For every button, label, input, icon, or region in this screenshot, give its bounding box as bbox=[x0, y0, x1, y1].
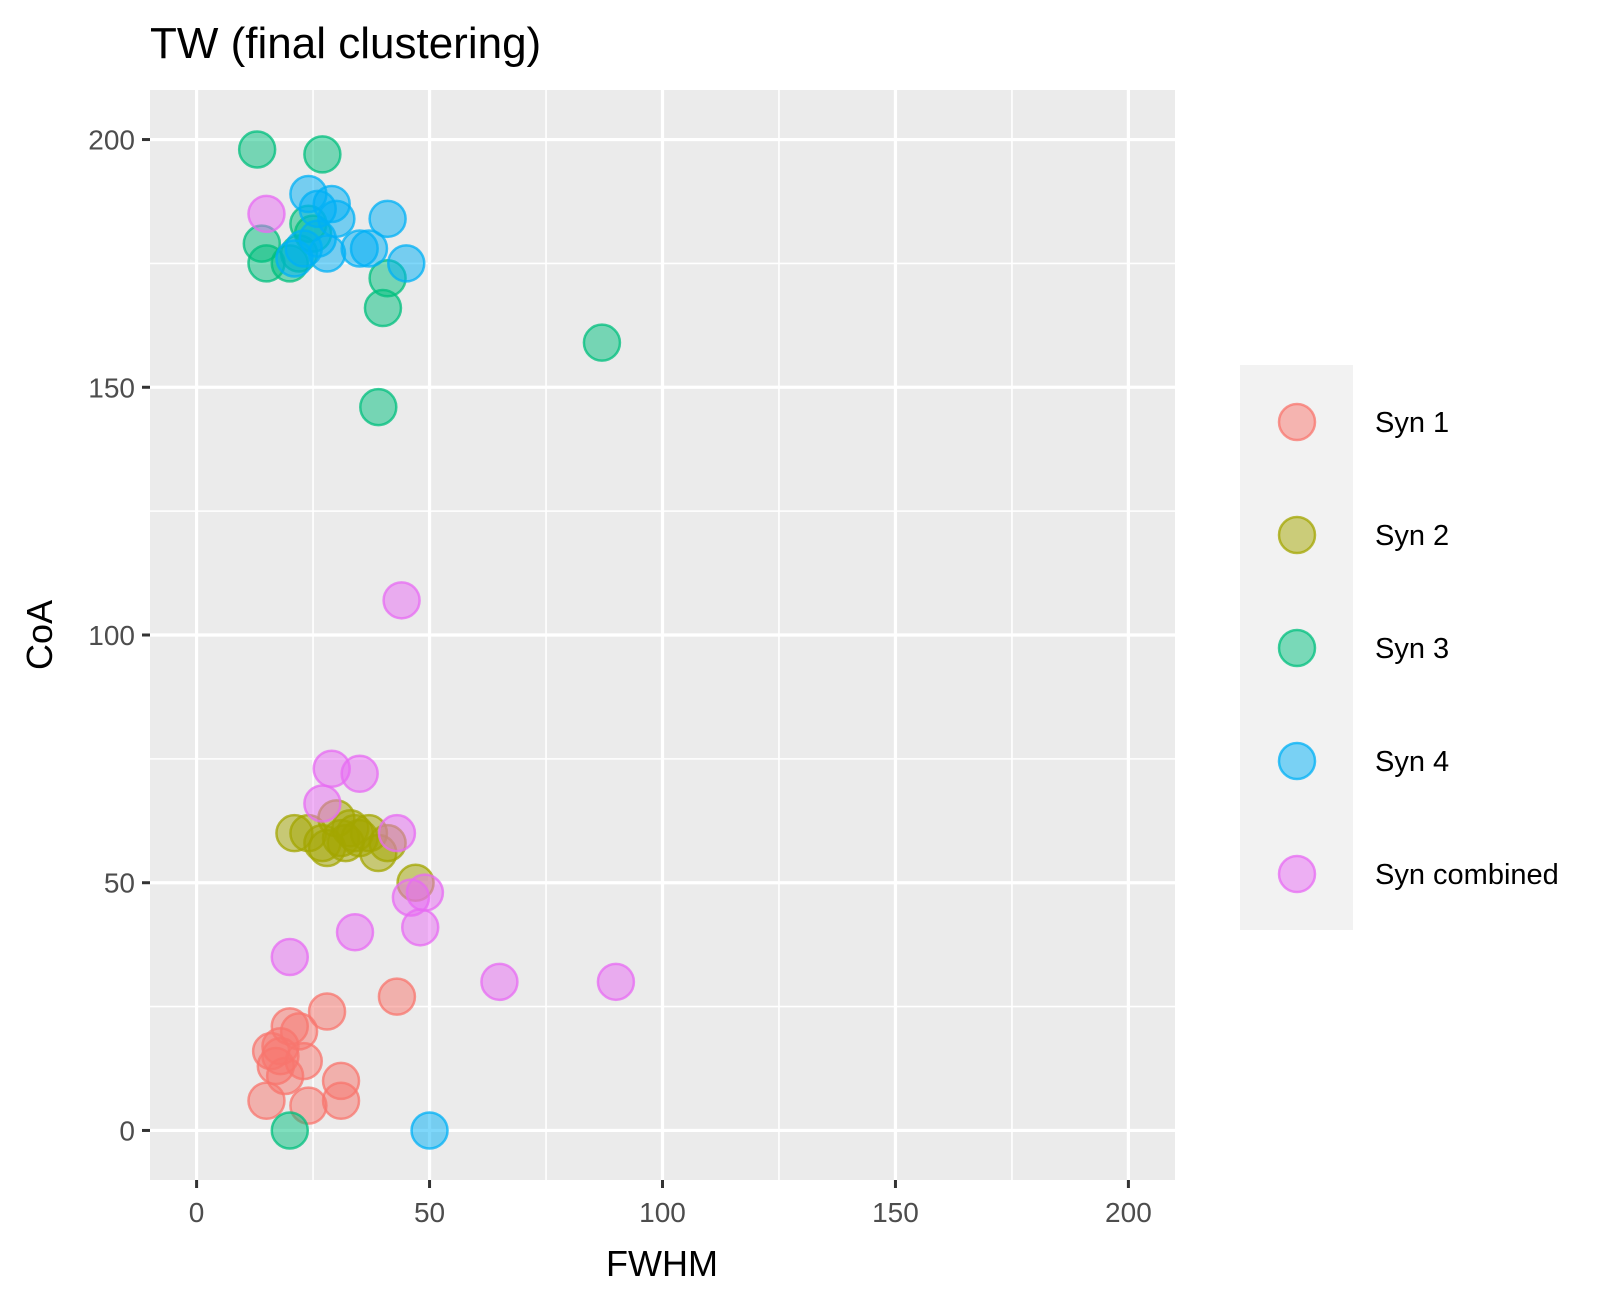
chart-title: TW (final clustering) bbox=[150, 19, 541, 68]
data-point bbox=[387, 244, 426, 283]
data-point bbox=[270, 937, 310, 977]
data-point bbox=[377, 813, 417, 853]
legend-key bbox=[1277, 628, 1317, 668]
y-axis: 0 50 100 150 200 bbox=[88, 125, 150, 1146]
x-axis: 0 50 100 150 200 bbox=[189, 1180, 1152, 1228]
data-points bbox=[237, 130, 636, 1150]
legend-key bbox=[1277, 402, 1317, 442]
x-tick-label: 200 bbox=[1105, 1197, 1152, 1228]
data-point bbox=[382, 581, 421, 620]
legend-label: Syn 3 bbox=[1375, 633, 1449, 665]
data-point bbox=[247, 194, 286, 234]
data-point bbox=[275, 239, 314, 278]
data-point bbox=[307, 992, 347, 1031]
data-point bbox=[377, 977, 417, 1016]
y-tick-label: 50 bbox=[104, 868, 135, 899]
legend-label: Syn 2 bbox=[1375, 520, 1449, 552]
legend-key bbox=[1277, 854, 1317, 894]
legend-label: Syn combined bbox=[1375, 859, 1559, 891]
data-point bbox=[582, 323, 622, 362]
data-point bbox=[359, 387, 398, 427]
x-tick-label: 100 bbox=[639, 1197, 686, 1228]
legend-key bbox=[1277, 741, 1317, 781]
data-point bbox=[237, 130, 277, 169]
data-point bbox=[340, 754, 379, 793]
y-tick-label: 100 bbox=[88, 620, 135, 651]
legend-items: Syn 1 Syn 2 Syn 3 Syn 4 Syn combined bbox=[1277, 402, 1559, 894]
data-point bbox=[270, 1111, 310, 1150]
data-point bbox=[368, 199, 407, 239]
y-tick-label: 150 bbox=[88, 372, 135, 403]
data-point bbox=[303, 135, 342, 174]
data-point bbox=[261, 1026, 300, 1066]
data-point bbox=[307, 234, 347, 273]
data-point bbox=[410, 1111, 449, 1150]
data-point bbox=[321, 1081, 361, 1120]
x-tick-label: 150 bbox=[872, 1197, 919, 1228]
data-point bbox=[596, 962, 636, 1002]
legend-label: Syn 4 bbox=[1375, 746, 1449, 778]
y-tick-label: 0 bbox=[119, 1115, 135, 1146]
x-tick-label: 0 bbox=[189, 1197, 205, 1228]
x-axis-title: FWHM bbox=[606, 1243, 718, 1284]
data-point bbox=[303, 784, 342, 823]
x-tick-label: 50 bbox=[414, 1197, 445, 1228]
legend-key bbox=[1277, 515, 1317, 555]
legend-label: Syn 1 bbox=[1375, 407, 1449, 439]
data-point bbox=[480, 962, 519, 1002]
data-point bbox=[349, 229, 389, 268]
y-tick-label: 200 bbox=[88, 125, 135, 156]
data-point bbox=[400, 908, 440, 947]
y-axis-title: CoA bbox=[19, 600, 60, 670]
data-point bbox=[335, 913, 375, 952]
